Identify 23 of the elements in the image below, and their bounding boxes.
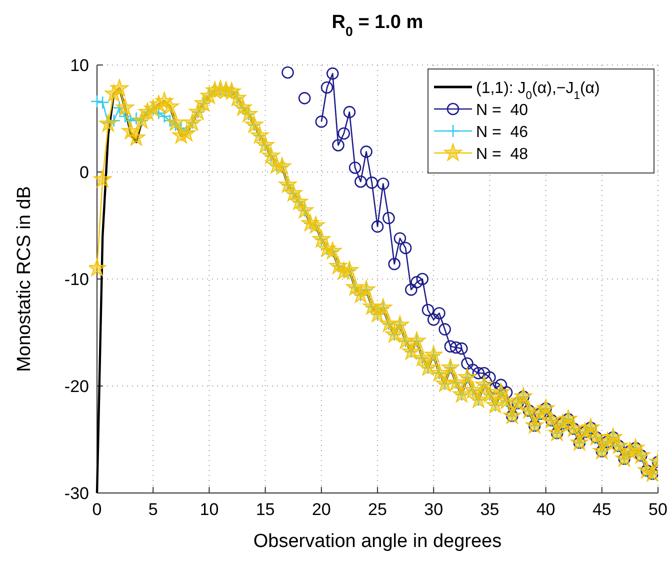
x-tick-label: 20: [312, 500, 331, 519]
y-tick-label: -10: [64, 270, 89, 289]
y-tick-label: 10: [70, 56, 89, 75]
x-tick-label: 5: [148, 500, 158, 519]
legend-label: N = 48: [476, 146, 528, 163]
x-tick-label: 30: [424, 500, 444, 519]
y-tick-label: -30: [64, 484, 89, 503]
x-tick-label: 40: [536, 500, 556, 519]
x-tick-label: 15: [256, 500, 275, 519]
legend-label: (1,1): J$_{0}$(α),−J$_{1}$(α): [476, 80, 600, 102]
y-tick-label: 0: [80, 163, 89, 182]
legend-label: N = 40: [476, 102, 528, 119]
x-tick-label: 25: [368, 500, 387, 519]
x-tick-label: 50: [648, 500, 668, 519]
x-tick-label: 10: [200, 500, 219, 519]
chart-title: R$_{0}$ = 1.0 m: [332, 12, 424, 38]
x-axis-title: Observation angle in degrees: [253, 531, 502, 552]
x-tick-label: 35: [480, 500, 500, 519]
x-tick-label: 0: [92, 500, 102, 519]
legend-label: N = 46: [476, 124, 528, 141]
y-tick-label: -20: [64, 377, 89, 396]
x-tick-label: 45: [592, 500, 612, 519]
y-axis-title: Monostatic RCS in dB: [14, 186, 35, 372]
